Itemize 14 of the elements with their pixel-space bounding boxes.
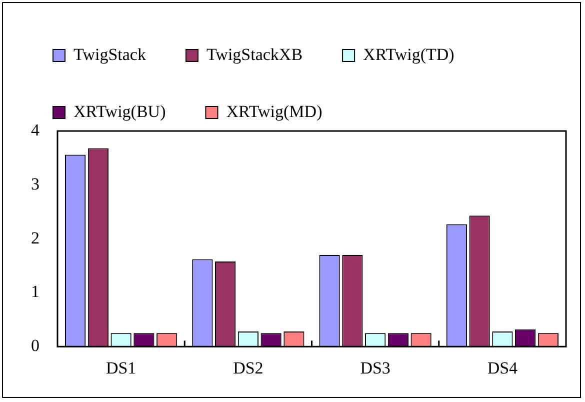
legend-label: XRTwig(BU) — [74, 102, 166, 121]
x-tick-label: DS3 — [360, 358, 390, 378]
legend-label: XRTwig(MD) — [226, 102, 322, 121]
x-tick-label: DS2 — [233, 358, 264, 378]
legend-label: TwigStackXB — [206, 44, 303, 64]
legend-label: TwigStack — [74, 44, 146, 64]
x-tick-label: DS4 — [487, 358, 518, 378]
y-tick-label: 3 — [31, 174, 40, 194]
y-tick-label: 0 — [31, 336, 40, 356]
y-tick-label: 4 — [31, 120, 40, 140]
legend-label: XRTwig(TD) — [363, 44, 454, 64]
x-tick-label: DS1 — [106, 358, 136, 378]
y-tick-label: 2 — [31, 228, 40, 248]
y-tick-label: 1 — [31, 282, 40, 302]
